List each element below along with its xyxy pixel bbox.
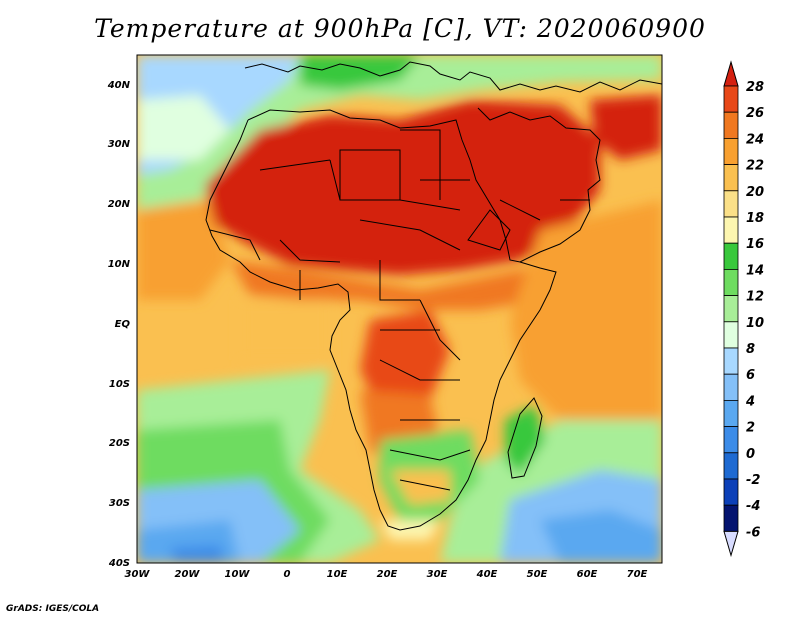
colorbar-tick-label: 10 (746, 316, 764, 331)
colorbar-tick-label: 8 (746, 342, 755, 357)
lon-label: 30E (427, 569, 448, 580)
lon-label: 20E (377, 569, 398, 580)
colorbar-tick-label: 4 (745, 394, 755, 409)
lat-label: 40S (108, 558, 130, 569)
lon-label: 70E (627, 569, 648, 580)
lon-label: 0 (284, 569, 291, 580)
colorbar-tick-label: 12 (746, 290, 764, 305)
colorbar-tick-label: 0 (746, 447, 755, 462)
lon-label: 50E (527, 569, 548, 580)
colorbar-swatch (723, 111, 739, 139)
colorbar-swatch (723, 85, 739, 113)
lon-label: 10E (327, 569, 348, 580)
colorbar-swatch (723, 452, 739, 480)
lat-label: EQ (115, 319, 131, 330)
colorbar-tick-label: 16 (746, 237, 764, 252)
lat-label: 20S (109, 438, 130, 449)
colorbar-tick-label: 22 (746, 159, 764, 174)
lat-label: 10N (108, 259, 131, 270)
colorbar-swatch (723, 295, 739, 323)
coastline-borders (205, 61, 662, 531)
lat-axis: 40N 30N 20N 10N EQ 10S 20S 30S 40S (107, 80, 131, 569)
colorbar-swatch (723, 242, 739, 270)
map-title: Temperature at 900hPa [C], VT: 202006090… (94, 14, 706, 43)
colorbar-swatch (723, 164, 739, 192)
colorbar-swatch (723, 268, 739, 296)
colorbar-swatch (723, 426, 739, 454)
colorbar-tick-label: 14 (746, 263, 764, 278)
colorbar-swatch (723, 190, 739, 218)
lon-label: 10W (225, 569, 251, 580)
colorbar-tick-label: 20 (746, 185, 764, 200)
colorbar-swatch (723, 347, 739, 375)
lon-label: 30W (125, 569, 151, 580)
colorbar-tick-label: 26 (746, 106, 764, 121)
colorbar-tick-label: 24 (746, 132, 764, 147)
colorbar-tick-label: -6 (746, 525, 760, 540)
colorbar-tick-label: 2 (746, 421, 755, 436)
colorbar-swatch (723, 373, 739, 401)
colorbar-tick-label: 28 (746, 80, 764, 95)
lon-axis: 30W 20W 10W 0 10E 20E 30E 40E 50E 60E 70… (125, 569, 648, 580)
lat-label: 30N (108, 139, 131, 150)
colorbar-swatch (723, 399, 739, 427)
colorbar-swatch (723, 504, 739, 532)
colorbar-tick-label: -4 (746, 499, 760, 514)
grads-credit: GrADS: IGES/COLA (6, 604, 100, 614)
lat-label: 40N (107, 80, 131, 91)
lat-label: 30S (109, 498, 130, 509)
colorbar-swatch (723, 137, 739, 165)
colorbar-under-triangle (723, 530, 739, 558)
lon-label: 60E (577, 569, 598, 580)
colorbar-swatch (723, 321, 739, 349)
lat-label: 10S (109, 379, 130, 390)
colorbar-swatch (723, 478, 739, 506)
plot-frame (136, 54, 663, 564)
lon-label: 40E (476, 569, 498, 580)
colorbar-tick-label: 6 (746, 368, 755, 383)
lon-label: 20W (175, 569, 201, 580)
colorbar-tick-label: -2 (746, 473, 760, 488)
colorbar-over-triangle (723, 60, 739, 87)
temperature-field (137, 55, 662, 563)
colorbar-tick-label: 18 (746, 211, 764, 226)
lat-label: 20N (108, 199, 131, 210)
colorbar-swatch (723, 216, 739, 244)
